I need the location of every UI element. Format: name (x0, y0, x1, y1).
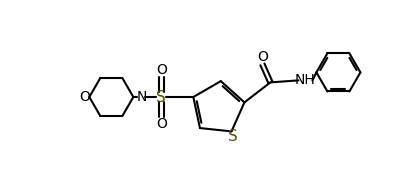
Text: S: S (228, 129, 237, 144)
Text: O: O (79, 90, 90, 104)
Text: NH: NH (295, 73, 316, 87)
Text: O: O (156, 63, 167, 77)
Text: O: O (257, 50, 268, 64)
Text: N: N (136, 90, 147, 104)
Text: S: S (156, 90, 166, 105)
Text: O: O (156, 117, 167, 131)
